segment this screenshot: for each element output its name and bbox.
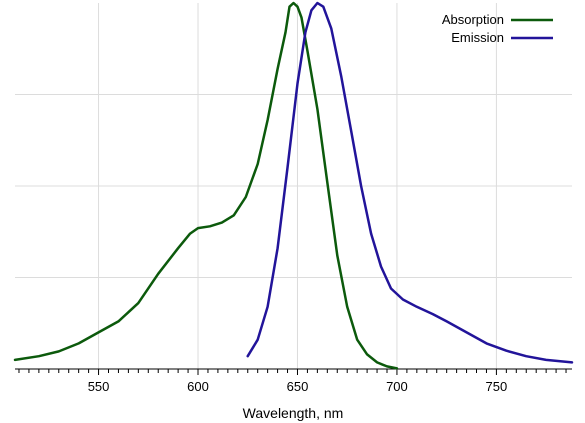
x-axis: 550 600 650 700 750	[15, 368, 572, 394]
series-line-absorption	[13, 1, 399, 370]
legend-label-emission: Emission	[451, 30, 504, 45]
series-line-emission	[246, 1, 574, 364]
grid	[15, 3, 572, 369]
plot-series	[13, 1, 574, 370]
x-tick-label: 600	[187, 379, 209, 394]
x-tick-label: 750	[486, 379, 508, 394]
x-tick-label: 650	[287, 379, 309, 394]
legend-label-absorption: Absorption	[442, 12, 504, 27]
x-tick-label: 700	[386, 379, 408, 394]
x-axis-title: Wavelength, nm	[243, 405, 344, 421]
x-tick-label: 550	[88, 379, 110, 394]
legend: Absorption Emission	[442, 12, 553, 45]
